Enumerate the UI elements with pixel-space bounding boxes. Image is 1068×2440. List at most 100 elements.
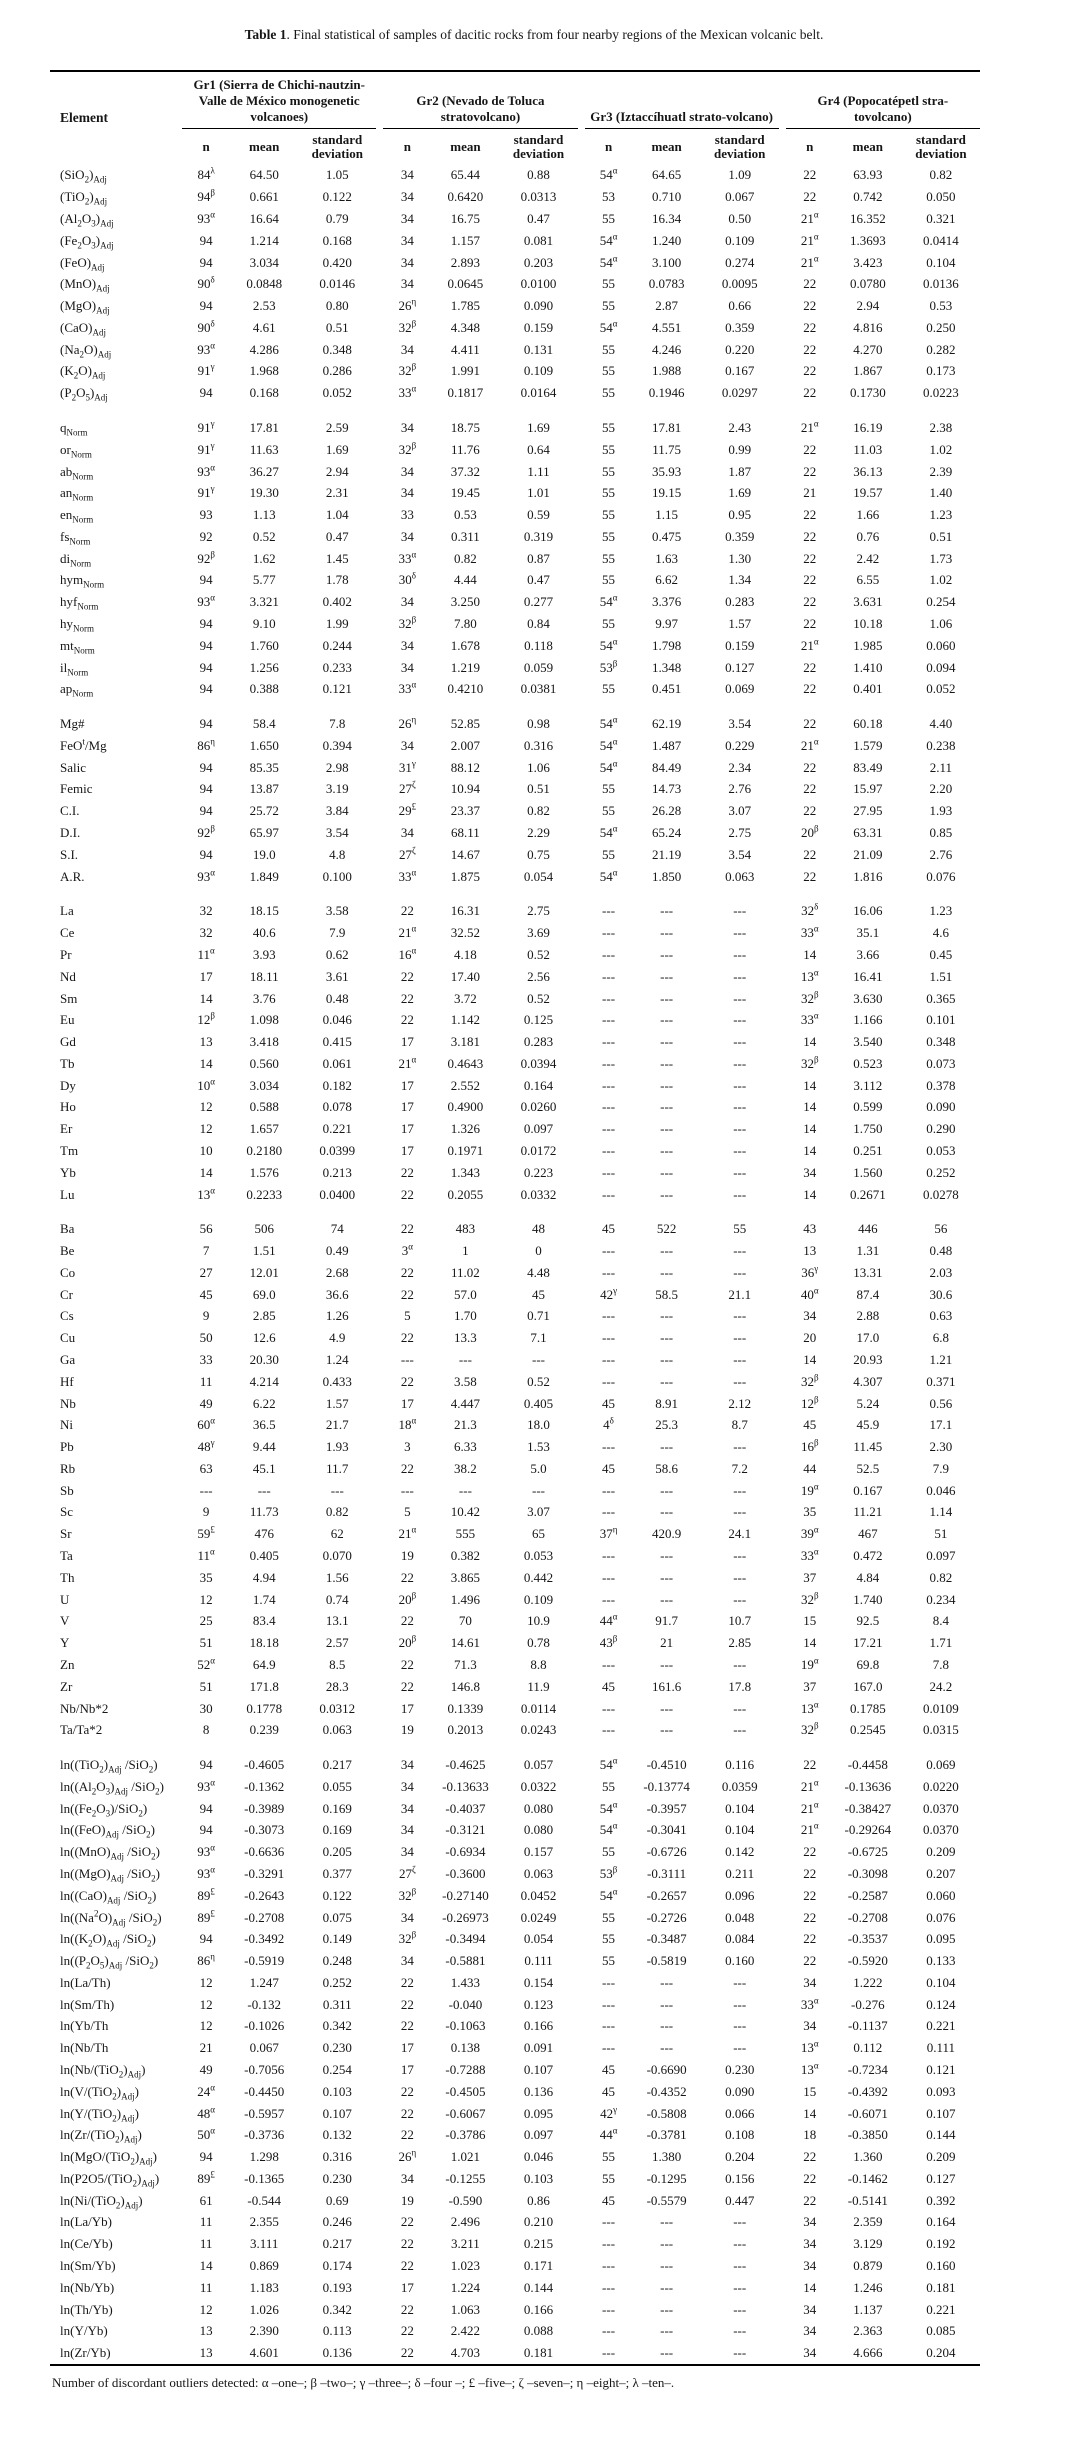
n-value: 12 — [199, 1121, 213, 1137]
element-label: mtNorm — [60, 637, 95, 656]
n-value: 94 — [199, 2149, 213, 2165]
n-value: 22 — [400, 1221, 414, 1237]
sd-value: 0.0095 — [721, 276, 758, 292]
column-gap — [376, 822, 383, 844]
mean-value: 58.5 — [655, 1286, 678, 1302]
stat-header-row: n mean standard deviation n mean standar… — [50, 129, 980, 164]
n-value: 33α — [800, 1995, 819, 2012]
n-value: 15 — [803, 1613, 817, 1629]
n-value: 12 — [199, 1974, 213, 1990]
sd-value: 2.68 — [325, 1264, 349, 1280]
sd-value: 0.420 — [322, 254, 352, 270]
sd-value: 0.164 — [926, 2214, 956, 2230]
mean-value: 1.326 — [450, 1121, 481, 1137]
mean-value: 85.35 — [249, 759, 279, 775]
sd-value: 0.99 — [728, 441, 752, 457]
table-row: Ga 33 20.30 1.24 --- --- --- --- --- --- 14 20.93 1.… — [50, 1349, 980, 1371]
n-value: 32β — [398, 318, 417, 335]
n-value: --- — [602, 1504, 616, 1520]
element-label: Ce — [60, 925, 75, 941]
mean-value: --- — [660, 1243, 674, 1259]
table-row: (Fe2O3)Adj 94 1.214 0.168 34 1.157 0.081 54α 1.2… — [50, 229, 980, 251]
sd-value: 0.157 — [523, 1844, 554, 1860]
n-value: 8 — [202, 1722, 210, 1738]
sd-value: --- — [733, 1373, 747, 1389]
mean-value: 0.0780 — [849, 276, 886, 292]
mean-value: 11.75 — [652, 441, 681, 457]
table-row: Ni 60α 36.5 21.7 18α 21.3 18.0 4δ 25.3 8.7 45 45.9 1… — [50, 1414, 980, 1436]
table-row: Eu 12β 1.098 0.046 22 1.142 0.125 --- --- --- 33α 1… — [50, 1009, 980, 1031]
mean-value: -0.3736 — [244, 2127, 285, 2143]
n-value: 50α — [197, 2126, 215, 2143]
element-label: (Fe2O3)Adj — [60, 232, 114, 251]
element-column-header: Element — [60, 110, 108, 125]
n-value: 22 — [400, 968, 414, 984]
mean-value: 18.11 — [249, 968, 279, 984]
mean-value: 1.15 — [655, 507, 678, 523]
sd-value: 3.54 — [325, 825, 349, 841]
sd-value: 0.51 — [527, 781, 550, 797]
sd-value: 74 — [330, 1221, 344, 1237]
mean-value: 146.8 — [450, 1678, 481, 1694]
n-value: 43 — [803, 1221, 817, 1237]
sd-value: 0.095 — [523, 2105, 554, 2121]
group-header-row: Element Gr1 (Sierra de Chichi-nautzin- V… — [50, 72, 980, 129]
column-gap — [376, 656, 383, 678]
n-value: 55 — [602, 2170, 616, 2186]
mean-value: 467 — [858, 1526, 878, 1542]
sd-value: 1.69 — [325, 441, 349, 457]
n-value: 33 — [199, 1352, 213, 1368]
n-value: 19 — [400, 1722, 414, 1738]
element-label: ln(Th/Yb) — [60, 2301, 113, 2317]
n-value: 55 — [602, 363, 616, 379]
mean-value: --- — [660, 1700, 674, 1716]
column-gap — [779, 800, 786, 822]
element-label: Gd — [60, 1034, 76, 1050]
column-gap — [779, 965, 786, 987]
column-gap — [578, 1754, 585, 1776]
mean-value: 4.286 — [249, 341, 279, 357]
sd-value: --- — [733, 1012, 747, 1028]
mean-value: 1.560 — [853, 1164, 883, 1180]
column-gap — [376, 1841, 383, 1863]
column-gap — [578, 922, 585, 944]
n-value: 94 — [199, 616, 213, 632]
n-value: --- — [602, 1164, 616, 1180]
sd-value: --- — [733, 1308, 747, 1324]
mean-value: 26.28 — [651, 803, 682, 819]
column-gap — [779, 186, 786, 208]
n-value: 22 — [400, 2083, 414, 2099]
sd-value: 1.06 — [929, 616, 953, 632]
mean-value: -0.4505 — [445, 2083, 486, 2099]
sd-value: 0.415 — [322, 1034, 352, 1050]
sd-value: 0.88 — [527, 167, 550, 183]
mean-value: 19.45 — [450, 485, 481, 501]
sd-value: 0.144 — [926, 2127, 956, 2143]
element-label: ln(La/Yb) — [60, 2214, 112, 2230]
element-label: ln(Zr/Yb) — [60, 2345, 111, 2361]
sd-value: 0.070 — [322, 1548, 352, 1564]
mean-value: 1.246 — [853, 2279, 883, 2295]
sd-value: 5.0 — [530, 1460, 547, 1476]
n-value: 24α — [197, 2082, 215, 2099]
column-gap — [578, 1972, 585, 1994]
sd-value: 0.116 — [725, 1757, 755, 1773]
sd-value: 3.54 — [728, 716, 752, 732]
mean-value: --- — [660, 1077, 674, 1093]
column-gap — [578, 1884, 585, 1906]
column-gap — [578, 1392, 585, 1414]
mean-value: 2.893 — [450, 254, 481, 270]
mean-value: 87.4 — [856, 1286, 880, 1302]
table-row: Mg# 94 58.4 7.8 26η 52.85 0.98 54α 62.19 3.54 22 60… — [50, 713, 980, 735]
mean-value: 0.2545 — [849, 1722, 886, 1738]
table-row: ilNorm 94 1.256 0.233 34 1.219 0.059 53β 1.348 0.… — [50, 656, 980, 678]
element-label: Zr — [60, 1678, 73, 1694]
n-value: 11 — [199, 2214, 213, 2230]
column-gap — [376, 526, 383, 548]
sd-value: --- — [733, 2279, 747, 2295]
sd-value: 8.7 — [731, 1417, 748, 1433]
mean-value: 0.1971 — [447, 1142, 484, 1158]
mean-value: 0.82 — [454, 550, 477, 566]
sd-value: --- — [733, 1243, 747, 1259]
sd-value: 4.48 — [527, 1264, 550, 1280]
